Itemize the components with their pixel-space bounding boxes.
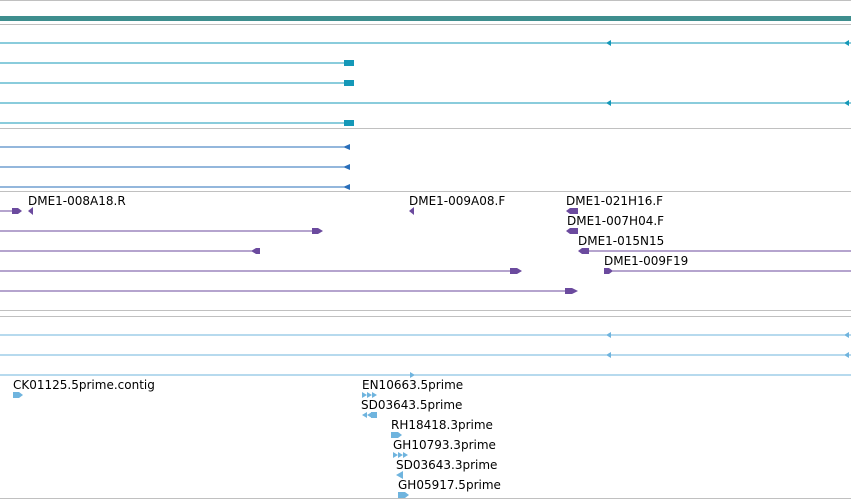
arrow-left-icon xyxy=(606,352,611,358)
arrow-left-icon xyxy=(343,184,350,190)
est-feature[interactable] xyxy=(0,352,851,358)
est-feature[interactable]: SD03643.5prime xyxy=(361,398,462,418)
bac-end-label: DME1-009A08.F xyxy=(409,194,505,208)
bac-end-label: DME1-008A18.R xyxy=(28,194,126,208)
arrow-left-icon xyxy=(409,207,414,215)
blue-transcript-feature[interactable] xyxy=(0,144,350,150)
est-label: EN10663.5prime xyxy=(362,378,463,392)
bac-end-label: DME1-015N15 xyxy=(578,234,664,248)
bac-end-feature[interactable] xyxy=(0,268,522,274)
light-blue-est-track: CK01125.5prime.contig EN10663.5prime SD0… xyxy=(0,332,851,498)
bac-end-feature[interactable]: DME1-021H16.F xyxy=(566,194,663,214)
teal-transcript-feature[interactable] xyxy=(0,100,851,106)
arrow-left-icon xyxy=(343,144,350,150)
teal-transcript-feature[interactable] xyxy=(0,120,354,126)
arrow-right-icon xyxy=(410,372,415,378)
bac-end-feature[interactable] xyxy=(0,208,22,214)
est-feature[interactable] xyxy=(0,332,851,338)
arrow-left-icon xyxy=(844,100,849,106)
arrow-left-icon xyxy=(844,352,849,358)
arrow-left-icon xyxy=(844,332,849,338)
bac-end-feature[interactable]: DME1-015N15 xyxy=(578,234,851,254)
bac-end-label: DME1-021H16.F xyxy=(566,194,663,208)
bac-end-feature[interactable]: DME1-007H04.F xyxy=(566,214,664,234)
bac-end-feature[interactable]: DME1-009A08.F xyxy=(409,194,505,215)
arrow-left-icon xyxy=(606,40,611,46)
feature-end-block xyxy=(344,80,354,86)
est-feature[interactable]: RH18418.3prime xyxy=(391,418,493,438)
est-label: GH05917.5prime xyxy=(398,478,501,492)
teal-transcript-feature[interactable] xyxy=(0,40,851,46)
bac-end-feature[interactable] xyxy=(0,288,578,294)
blue-transcript-feature[interactable] xyxy=(0,164,350,170)
arrow-left-icon xyxy=(343,164,350,170)
est-label: CK01125.5prime.contig xyxy=(13,378,155,392)
purple-bac-end-track: DME1-008A18.R DME1-009A08.F DME1-021H16.… xyxy=(0,194,851,294)
bac-end-feature[interactable]: DME1-008A18.R xyxy=(28,194,126,215)
teal-transcript-track xyxy=(0,40,851,126)
ruler-bar[interactable] xyxy=(0,16,851,21)
blue-transcript-feature[interactable] xyxy=(0,184,350,190)
bac-end-label: DME1-007H04.F xyxy=(567,214,664,228)
est-feature[interactable]: GH10793.3prime xyxy=(393,438,496,458)
feature-end-block xyxy=(344,60,354,66)
est-label: SD03643.3prime xyxy=(396,458,497,472)
feature-end-block xyxy=(344,120,354,126)
blue-transcript-track xyxy=(0,144,350,190)
est-label: GH10793.3prime xyxy=(393,438,496,452)
bac-end-feature[interactable] xyxy=(0,248,260,254)
arrow-left-icon xyxy=(396,471,403,479)
est-label: RH18418.3prime xyxy=(391,418,493,432)
bac-end-feature[interactable] xyxy=(0,228,323,234)
bac-end-feature[interactable]: DME1-009F19 xyxy=(604,254,851,274)
teal-transcript-feature[interactable] xyxy=(0,80,354,86)
est-feature[interactable]: CK01125.5prime.contig xyxy=(13,378,155,398)
arrow-left-icon xyxy=(606,332,611,338)
arrow-left-icon xyxy=(28,207,33,215)
est-feature[interactable]: GH05917.5prime xyxy=(398,478,501,498)
est-feature[interactable]: SD03643.3prime xyxy=(396,458,497,479)
est-feature[interactable]: EN10663.5prime xyxy=(362,378,463,398)
est-label: SD03643.5prime xyxy=(361,398,462,412)
arrow-left-icon xyxy=(844,40,849,46)
est-feature[interactable] xyxy=(0,372,851,378)
bac-end-label: DME1-009F19 xyxy=(604,254,688,268)
teal-transcript-feature[interactable] xyxy=(0,60,354,66)
arrow-left-icon xyxy=(606,100,611,106)
